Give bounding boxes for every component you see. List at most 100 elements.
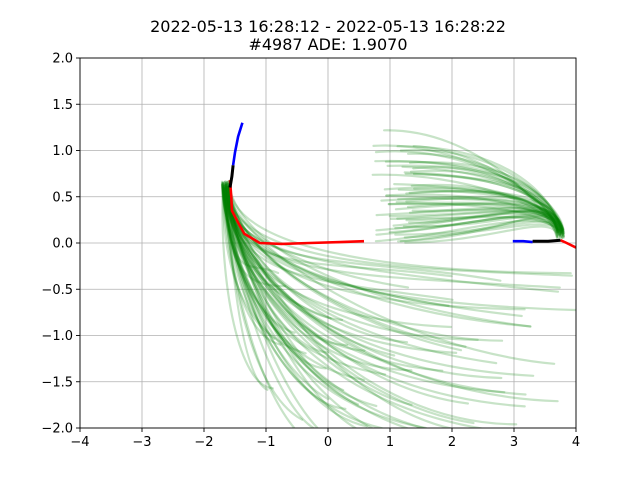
sample-trajectory bbox=[223, 187, 452, 329]
sample-trajectory bbox=[388, 215, 559, 239]
sample-trajectory bbox=[397, 197, 562, 236]
current-path bbox=[532, 238, 561, 243]
sample-trajectory bbox=[413, 187, 559, 237]
x-tick-label: 1 bbox=[386, 435, 394, 450]
sample-trajectory bbox=[220, 183, 320, 428]
sample-trajectory bbox=[412, 172, 561, 231]
sample-trajectory bbox=[226, 183, 535, 377]
sample-trajectory bbox=[227, 186, 504, 342]
sample-trajectory bbox=[383, 129, 559, 240]
sample-trajectory bbox=[372, 144, 563, 234]
x-tick-label: −3 bbox=[132, 435, 151, 450]
sample-trajectory bbox=[223, 183, 409, 344]
sample-trajectory bbox=[404, 225, 560, 244]
sample-trajectory bbox=[227, 187, 518, 426]
sample-trajectory bbox=[375, 210, 563, 232]
sample-trajectory bbox=[225, 181, 345, 392]
sample-trajectory bbox=[402, 214, 560, 235]
sample-trajectory bbox=[221, 186, 368, 428]
sample-trajectory bbox=[226, 189, 559, 403]
sample-trajectory bbox=[380, 195, 564, 231]
sample-trajectory bbox=[401, 165, 559, 234]
y-tick-label: −1.5 bbox=[41, 375, 73, 390]
sample-trajectory bbox=[397, 217, 564, 243]
y-tick-label: 0.5 bbox=[52, 190, 73, 205]
sample-trajectory bbox=[408, 189, 563, 235]
sample-trajectory bbox=[408, 206, 562, 237]
x-tick-label: 3 bbox=[510, 435, 518, 450]
sample-trajectory bbox=[409, 169, 564, 233]
sample-trajectory bbox=[221, 181, 378, 408]
agent-paths bbox=[228, 122, 576, 249]
sample-trajectory bbox=[228, 183, 467, 348]
sample-trajectory bbox=[224, 183, 573, 277]
sample-trajectory bbox=[227, 184, 329, 354]
sample-trajectory bbox=[394, 220, 565, 239]
sample-trajectory bbox=[227, 183, 359, 406]
history-path bbox=[231, 122, 244, 166]
sample-trajectory bbox=[227, 186, 526, 408]
sample-trajectory bbox=[394, 213, 560, 231]
history-path bbox=[512, 239, 533, 244]
sample-trajectory bbox=[226, 185, 487, 428]
sample-trajectory bbox=[221, 186, 274, 390]
sample-trajectory bbox=[396, 145, 563, 233]
y-tick-label: −1.0 bbox=[41, 329, 73, 344]
sample-trajectory bbox=[383, 186, 559, 233]
sample-trajectory bbox=[396, 210, 560, 237]
sample-trajectory bbox=[371, 173, 561, 236]
sample-trajectory bbox=[225, 187, 453, 278]
sample-trajectory bbox=[221, 185, 523, 318]
sample-trajectory bbox=[397, 188, 561, 237]
sample-trajectory bbox=[227, 186, 463, 352]
sample-trajectory bbox=[392, 212, 565, 238]
sample-trajectory bbox=[394, 202, 563, 235]
axis-ticks: −4 −3 −2 −1 0 1 2 3 4 −2.0 −1.5 −1.0 −0.5 0.0 0.5 1.0 1.… bbox=[41, 52, 580, 451]
sample-trajectory bbox=[221, 183, 282, 346]
sample-trajectory bbox=[221, 182, 296, 428]
sample-trajectory bbox=[403, 171, 565, 237]
sample-trajectory bbox=[411, 206, 562, 232]
sample-trajectory bbox=[222, 188, 276, 340]
sample-trajectories bbox=[220, 129, 576, 428]
sample-trajectory bbox=[227, 180, 532, 328]
sample-trajectory bbox=[384, 160, 560, 233]
sample-trajectory bbox=[405, 197, 559, 233]
sample-trajectory bbox=[412, 145, 561, 236]
y-tick-label: 1.5 bbox=[52, 98, 73, 113]
sample-trajectory bbox=[221, 181, 503, 380]
sample-trajectory bbox=[221, 182, 413, 406]
sample-trajectory bbox=[228, 185, 344, 322]
y-tick-label: 1.0 bbox=[52, 144, 73, 159]
sample-trajectory bbox=[227, 185, 384, 428]
sample-trajectory bbox=[220, 180, 366, 352]
sample-trajectory bbox=[222, 186, 280, 275]
sample-trajectory bbox=[225, 182, 286, 288]
x-tick-label: −2 bbox=[194, 435, 213, 450]
sample-trajectory bbox=[224, 180, 296, 334]
sample-trajectory bbox=[399, 215, 559, 243]
sample-trajectory bbox=[223, 181, 332, 320]
y-tick-label: −0.5 bbox=[41, 283, 73, 298]
sample-trajectory bbox=[223, 187, 316, 428]
x-tick-label: 0 bbox=[324, 435, 332, 450]
sample-trajectory bbox=[393, 183, 565, 231]
chart-title: 2022-05-13 16:28:12 - 2022-05-13 16:28:2… bbox=[150, 17, 506, 36]
sample-trajectory bbox=[228, 184, 330, 401]
sample-trajectory bbox=[221, 186, 411, 428]
sample-trajectory bbox=[405, 190, 564, 232]
sample-trajectory bbox=[374, 150, 565, 233]
sample-trajectory bbox=[222, 187, 498, 365]
x-tick-label: 2 bbox=[448, 435, 456, 450]
sample-trajectory bbox=[223, 186, 347, 410]
sample-trajectory bbox=[224, 184, 396, 357]
sample-trajectory bbox=[227, 188, 506, 394]
sample-trajectory bbox=[222, 182, 304, 421]
sample-trajectory bbox=[399, 149, 565, 235]
sample-trajectory bbox=[224, 186, 469, 405]
sample-trajectory bbox=[407, 152, 565, 231]
x-tick-label: −4 bbox=[70, 435, 89, 450]
sample-trajectory bbox=[405, 208, 559, 232]
sample-trajectory bbox=[222, 188, 349, 347]
